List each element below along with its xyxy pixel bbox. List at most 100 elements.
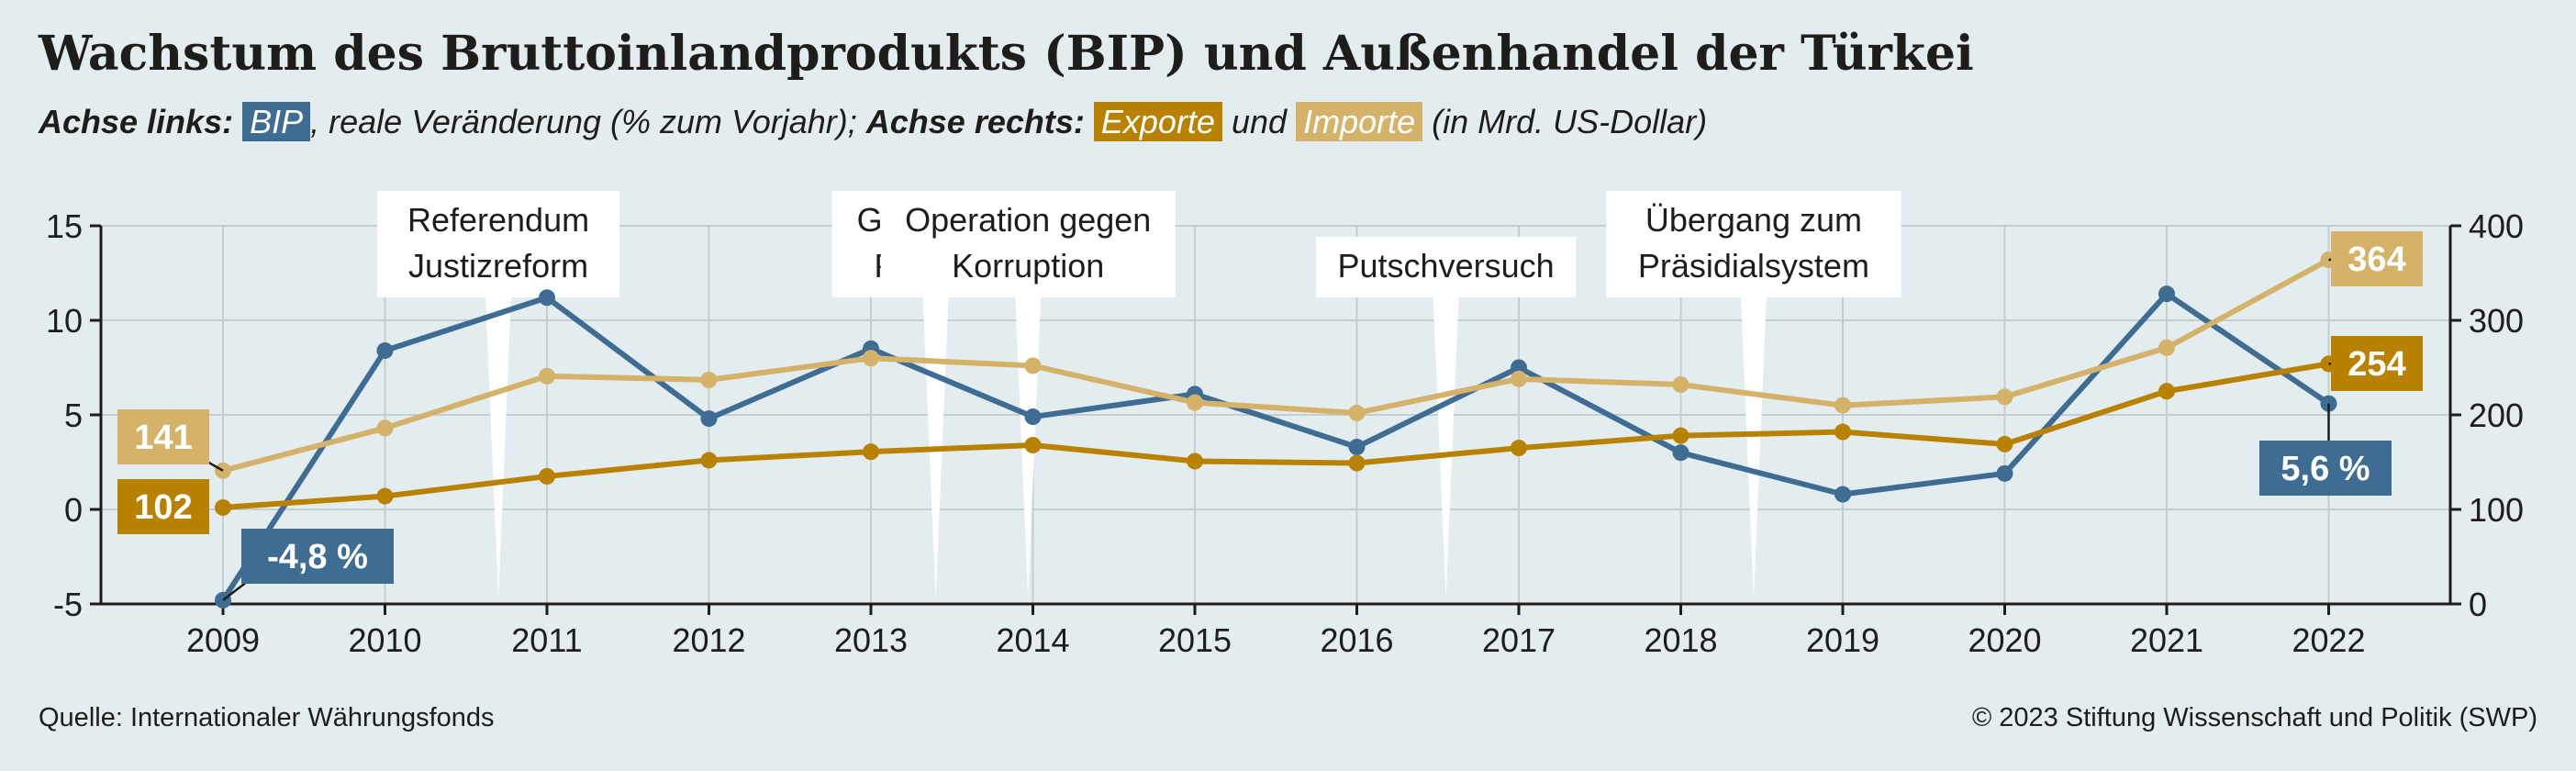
legend-exports: Exporte <box>1093 102 1222 141</box>
annotation-pointer <box>1433 296 1459 598</box>
data-point-bip <box>1348 439 1366 456</box>
data-point-bip <box>1024 408 1042 426</box>
data-point-bip <box>2158 285 2175 303</box>
data-point-bip <box>700 410 718 428</box>
x-tick-label: 2016 <box>1320 621 1393 659</box>
annotation-text: Präsidialsystem <box>1638 247 1869 285</box>
x-tick-label: 2018 <box>1644 621 1717 659</box>
copyright-note: © 2023 Stiftung Wissenschaft und Politik… <box>1971 703 2537 732</box>
label-box-exports-last <box>2331 336 2423 391</box>
annotation-text: Korruption <box>952 247 1104 285</box>
legend-imports: Importe <box>1296 102 1423 141</box>
data-point-exports <box>1996 435 2013 453</box>
y-left-tick-label: 15 <box>46 207 83 245</box>
x-tick-label: 2020 <box>1968 621 2041 659</box>
label-box-imports-last <box>2331 231 2423 286</box>
label-text-exports-first: 102 <box>134 488 192 527</box>
label-box-exports-first <box>117 479 209 534</box>
x-tick-label: 2009 <box>186 621 260 659</box>
right-axis-label: Achse rechts: <box>865 103 1085 140</box>
chart-title: Wachstum des Bruttoinlandprodukts (BIP) … <box>39 26 1974 82</box>
annotation-box <box>377 191 620 297</box>
data-point-exports <box>1672 427 1689 444</box>
data-point-bip <box>1996 464 2013 482</box>
series-bip <box>215 285 2337 609</box>
data-point-imports <box>1996 388 2013 406</box>
data-point-bip <box>1834 486 1851 503</box>
data-point-exports <box>1511 440 1527 457</box>
y-left-tick-label: 10 <box>46 302 83 340</box>
series-imports <box>215 251 2337 479</box>
legend-bip: BIP <box>242 102 311 141</box>
annotation-box <box>1316 237 1577 297</box>
data-point-imports <box>1511 370 1527 387</box>
x-tick-label: 2011 <box>511 621 582 659</box>
y-right-tick-label: 100 <box>2469 491 2524 529</box>
x-tick-label: 2022 <box>2292 621 2365 659</box>
data-point-bip <box>539 289 555 307</box>
y-left-tick-label: 0 <box>64 491 83 529</box>
data-point-imports <box>1187 394 1203 411</box>
annotation-box <box>1606 191 1901 297</box>
annotation-text: Übergang zum <box>1645 201 1862 239</box>
x-tick-label: 2014 <box>996 621 1069 659</box>
source-note: Quelle: Internationaler Währungsfonds <box>39 703 495 732</box>
data-point-imports <box>376 419 394 437</box>
data-point-imports <box>700 371 718 388</box>
label-box-bip-last <box>2259 441 2392 496</box>
chart-subtitle: Achse links: BIP, reale Veränderung (% z… <box>39 102 1708 141</box>
label-text-imports-first: 141 <box>134 419 192 457</box>
y-right-tick-label: 400 <box>2469 207 2524 245</box>
label-text-bip-first: -4,8 % <box>267 538 368 576</box>
annotation-pointer <box>485 296 512 598</box>
value-labels: 141 102 -4,8 % 364 254 5,6 % <box>117 231 2423 601</box>
x-tick-label: 2012 <box>672 621 745 659</box>
data-point-bip <box>1672 444 1689 462</box>
x-tick-label: 2015 <box>1158 621 1232 659</box>
x-tick-label: 2019 <box>1806 621 1879 659</box>
label-text-bip-last: 5,6 % <box>2280 450 2370 488</box>
data-point-exports <box>700 452 718 469</box>
y-right-tick-label: 300 <box>2469 302 2524 340</box>
data-point-exports <box>215 498 231 516</box>
data-point-imports <box>1348 404 1366 421</box>
y-right-tick-label: 0 <box>2469 586 2487 623</box>
data-point-imports <box>539 367 555 385</box>
data-point-exports <box>1187 453 1203 470</box>
data-point-exports <box>1834 423 1851 441</box>
label-box-bip-first <box>241 529 394 584</box>
x-tick-label: 2021 <box>2130 621 2203 659</box>
series-line-bip <box>220 291 2331 602</box>
label-text-imports-last: 364 <box>2347 240 2405 279</box>
data-point-bip <box>1511 359 1527 376</box>
event-annotations: ReferendumJustizreformGezi-Park-Proteste… <box>377 191 1901 598</box>
data-point-bip <box>376 341 394 359</box>
series-exports <box>215 355 2337 516</box>
data-point-imports <box>863 350 879 367</box>
y-right-tick-label: 200 <box>2469 397 2524 434</box>
data-point-exports <box>376 487 394 505</box>
annotation-text: Operation gegen <box>905 201 1151 239</box>
data-point-imports <box>1024 357 1042 374</box>
data-point-exports <box>1024 436 1042 453</box>
data-point-imports <box>1834 397 1851 414</box>
x-tick-label: 2013 <box>834 621 908 659</box>
annotation-box <box>880 191 1176 297</box>
y-left-tick-label: 5 <box>64 397 83 434</box>
data-point-exports <box>863 443 879 461</box>
unit-description: (in Mrd. US-Dollar) <box>1432 103 1708 140</box>
data-point-exports <box>1348 454 1366 472</box>
x-tick-label: 2017 <box>1482 621 1556 659</box>
left-axis-label: Achse links: <box>39 103 234 140</box>
annotation-text: Justizreform <box>408 247 588 285</box>
annotation-text: Referendum <box>407 201 589 239</box>
legend-and: und <box>1231 103 1288 140</box>
annotation-pointer <box>1740 296 1767 598</box>
series-line-exports <box>222 361 2330 510</box>
data-point-imports <box>1672 376 1689 394</box>
data-point-exports <box>2158 383 2175 400</box>
data-point-exports <box>539 467 555 485</box>
data-point-imports <box>2158 339 2175 356</box>
x-tick-label: 2010 <box>348 621 421 659</box>
